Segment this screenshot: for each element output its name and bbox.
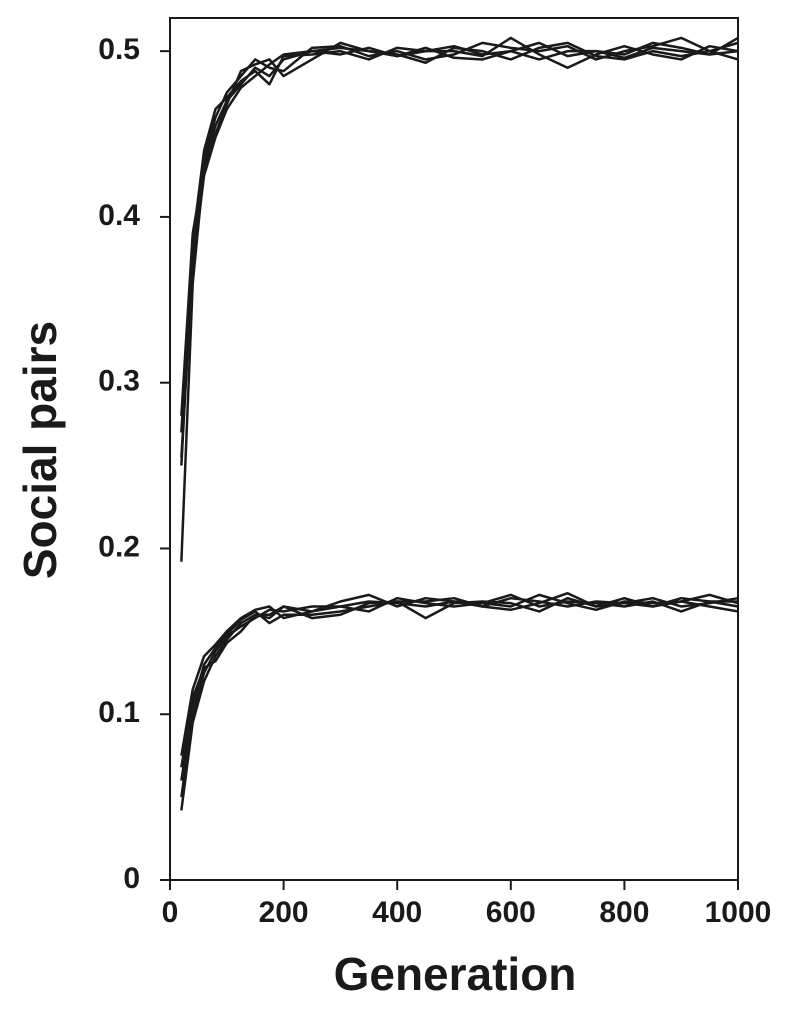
y-tick-label: 0.1 [98,696,140,729]
x-tick-label: 0 [162,896,179,929]
x-axis-title: Generation [334,948,577,1000]
y-tick-label: 0.5 [98,33,140,66]
line-series [180,593,739,811]
y-tick-label: 0 [123,862,140,895]
x-tick-label: 600 [486,896,536,929]
y-axis-title: Social pairs [14,321,66,579]
line-series [180,36,739,466]
x-tick-label: 400 [372,896,422,929]
line-series [180,593,739,798]
x-tick-label: 800 [599,896,649,929]
y-tick-label: 0.3 [98,365,140,398]
line-series [180,591,738,768]
plot-frame [169,17,739,881]
line-series [180,36,739,433]
y-tick-label: 0.2 [98,530,140,563]
line-series [180,36,739,458]
line-series [180,41,739,416]
x-tick-label: 200 [259,896,309,929]
y-tick-label: 0.4 [98,199,140,232]
line-series [180,593,739,781]
line-series [180,41,739,562]
x-tick-label: 1000 [705,896,772,929]
